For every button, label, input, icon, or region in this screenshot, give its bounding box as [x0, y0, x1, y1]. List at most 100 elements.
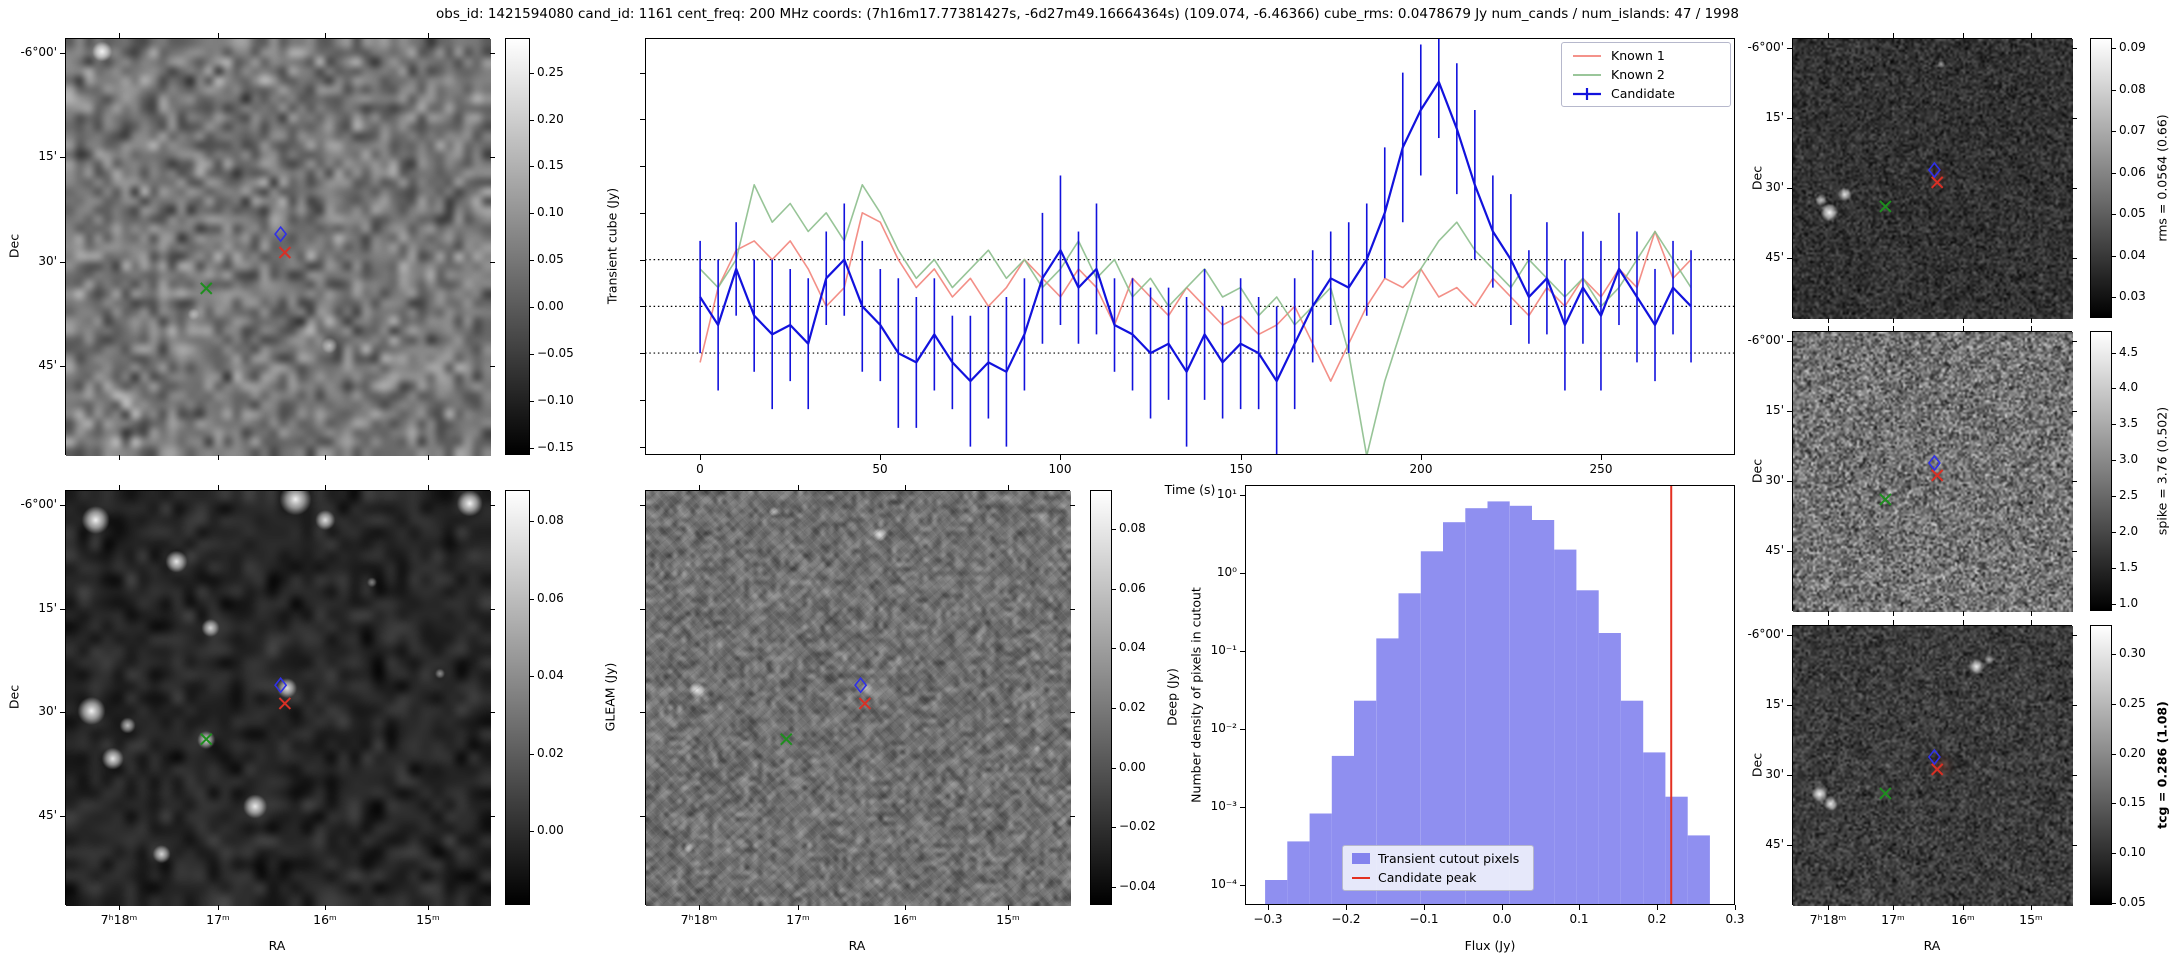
- tick-mark: [2112, 496, 2116, 497]
- tick-mark: [1963, 326, 1964, 331]
- transient-cutout-panel: [65, 38, 491, 456]
- known-source-x-marker-icon: [780, 732, 793, 746]
- transient-colorbar-tick-label: −0.15: [537, 440, 574, 454]
- known-source-x-marker-icon: [1879, 787, 1892, 800]
- candidate-peak-x-marker-icon: [1930, 469, 1944, 482]
- spike-colorbar-tick-label: 1.0: [2119, 596, 2139, 610]
- histogram-bar: [1554, 549, 1577, 905]
- candidate-diamond-marker-icon: [274, 676, 288, 694]
- tick-mark: [218, 905, 219, 910]
- tick-mark: [2072, 705, 2077, 706]
- tick-mark: [1112, 648, 1116, 649]
- dec-tick-label: 45': [1765, 837, 1784, 851]
- deep-colorbar-label: Deep (Jy): [1164, 668, 1180, 726]
- legend-line-icon: [1352, 876, 1370, 879]
- tick-mark: [1893, 905, 1894, 910]
- tick-mark: [2112, 654, 2116, 655]
- flux-tick-label: 0.1: [1569, 912, 1589, 926]
- tick-mark: [2072, 411, 2077, 412]
- density-tick-label: 10⁻³: [1210, 799, 1237, 813]
- ra-tick-label: 7ʰ18ᵐ: [100, 912, 138, 927]
- ra-axis-label: RA: [1923, 938, 1941, 953]
- rms-colorbar-tick-label: 0.03: [2119, 289, 2146, 303]
- tick-mark: [640, 166, 645, 167]
- tick-mark: [490, 262, 495, 263]
- flux-tick-label: 0.2: [1647, 912, 1667, 926]
- tick-mark: [1787, 551, 1792, 552]
- ra-tick-label: 17ᵐ: [206, 912, 230, 927]
- tick-mark: [1008, 485, 1009, 490]
- rms-colorbar-tick-label: 0.09: [2119, 40, 2146, 54]
- legend-item: Transient cutout pixels: [1352, 851, 1524, 866]
- tick-mark: [640, 505, 645, 506]
- time-tick-label: 0: [696, 462, 704, 476]
- legend-item: Known 2: [1571, 67, 1721, 82]
- tick-mark: [640, 119, 645, 120]
- tick-mark: [2112, 256, 2116, 257]
- tick-mark: [2072, 845, 2077, 846]
- histogram-bar: [1309, 813, 1332, 905]
- transient-colorbar-tick-label: 0.20: [537, 112, 564, 126]
- legend-item-label: Candidate peak: [1378, 870, 1477, 885]
- time-tick-label: 150: [1229, 462, 1253, 476]
- tick-mark: [60, 712, 65, 713]
- known-source-x-marker-icon: [200, 732, 213, 746]
- tick-mark: [640, 712, 645, 713]
- source-markers: [1879, 454, 1944, 506]
- ra-tick-label: 17ᵐ: [1881, 912, 1905, 927]
- tick-mark: [1346, 905, 1347, 910]
- plot-frame: [1245, 485, 1735, 905]
- tcg-cutout-panel: [1792, 625, 2073, 906]
- legend-swatch-icon: [1573, 87, 1601, 100]
- gleam-colorbar-tick-label: 0.06: [537, 591, 564, 605]
- tick-mark: [2112, 604, 2116, 605]
- tick-mark: [1828, 326, 1829, 331]
- ra-tick-label: 17ᵐ: [786, 912, 810, 927]
- legend-swatch-icon: [1573, 73, 1601, 76]
- candidate-diamond-marker-icon: [1927, 161, 1941, 179]
- legend-item-label: Known 1: [1611, 48, 1665, 63]
- tick-mark: [798, 905, 799, 910]
- source-markers: [780, 676, 872, 746]
- tick-mark: [119, 485, 120, 490]
- histogram-bar: [1687, 835, 1710, 905]
- density-tick-label: 10⁻¹: [1210, 643, 1237, 657]
- tick-mark: [428, 455, 429, 460]
- dec-tick-label: 45': [38, 358, 57, 372]
- spike-colorbar-tick-label: 1.5: [2119, 560, 2139, 574]
- tick-mark: [1070, 816, 1075, 817]
- tick-mark: [1963, 33, 1964, 38]
- lightcurve-legend: Known 1 Known 2 Candidate: [1561, 42, 1731, 107]
- dec-tick-label: 15': [1765, 110, 1784, 124]
- tick-mark: [325, 905, 326, 910]
- candidate-peak-x-marker-icon: [858, 697, 872, 710]
- tick-mark: [119, 33, 120, 38]
- tick-mark: [1787, 188, 1792, 189]
- histogram-bar: [1598, 633, 1621, 905]
- tick-mark: [1893, 33, 1894, 38]
- tick-mark: [490, 157, 495, 158]
- tick-mark: [2072, 48, 2077, 49]
- rms-colorbar: [2090, 38, 2112, 318]
- tick-mark: [1787, 775, 1792, 776]
- legend-item: Candidate: [1571, 86, 1721, 101]
- gleam-colorbar-tick-label: 0.02: [537, 746, 564, 760]
- tick-mark: [1828, 620, 1829, 625]
- tick-mark: [325, 33, 326, 38]
- histogram-bar: [1398, 593, 1421, 905]
- lightcurve-xlabel: Time (s): [1164, 482, 1216, 497]
- ra-tick-label: 15ᵐ: [996, 912, 1020, 927]
- tcg-colorbar-tick-label: 0.05: [2119, 895, 2146, 909]
- tick-mark: [640, 447, 645, 448]
- tick-mark: [490, 366, 495, 367]
- histogram-bar: [1376, 638, 1399, 905]
- tick-mark: [1502, 905, 1503, 910]
- tick-mark: [1963, 620, 1964, 625]
- dec-tick-label: 45': [1765, 250, 1784, 264]
- series-line-known-2: [699, 184, 1692, 455]
- candidate-diamond-marker-icon: [854, 676, 868, 694]
- source-markers: [1879, 161, 1944, 213]
- tick-mark: [1112, 589, 1116, 590]
- tick-mark: [490, 816, 495, 817]
